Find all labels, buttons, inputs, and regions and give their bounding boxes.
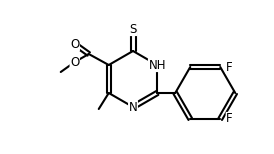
Text: O: O bbox=[70, 38, 79, 51]
Text: O: O bbox=[70, 55, 79, 69]
Text: F: F bbox=[226, 112, 233, 126]
Text: NH: NH bbox=[149, 59, 166, 71]
Text: F: F bbox=[226, 61, 233, 73]
Text: N: N bbox=[129, 101, 137, 113]
Text: S: S bbox=[129, 22, 137, 36]
